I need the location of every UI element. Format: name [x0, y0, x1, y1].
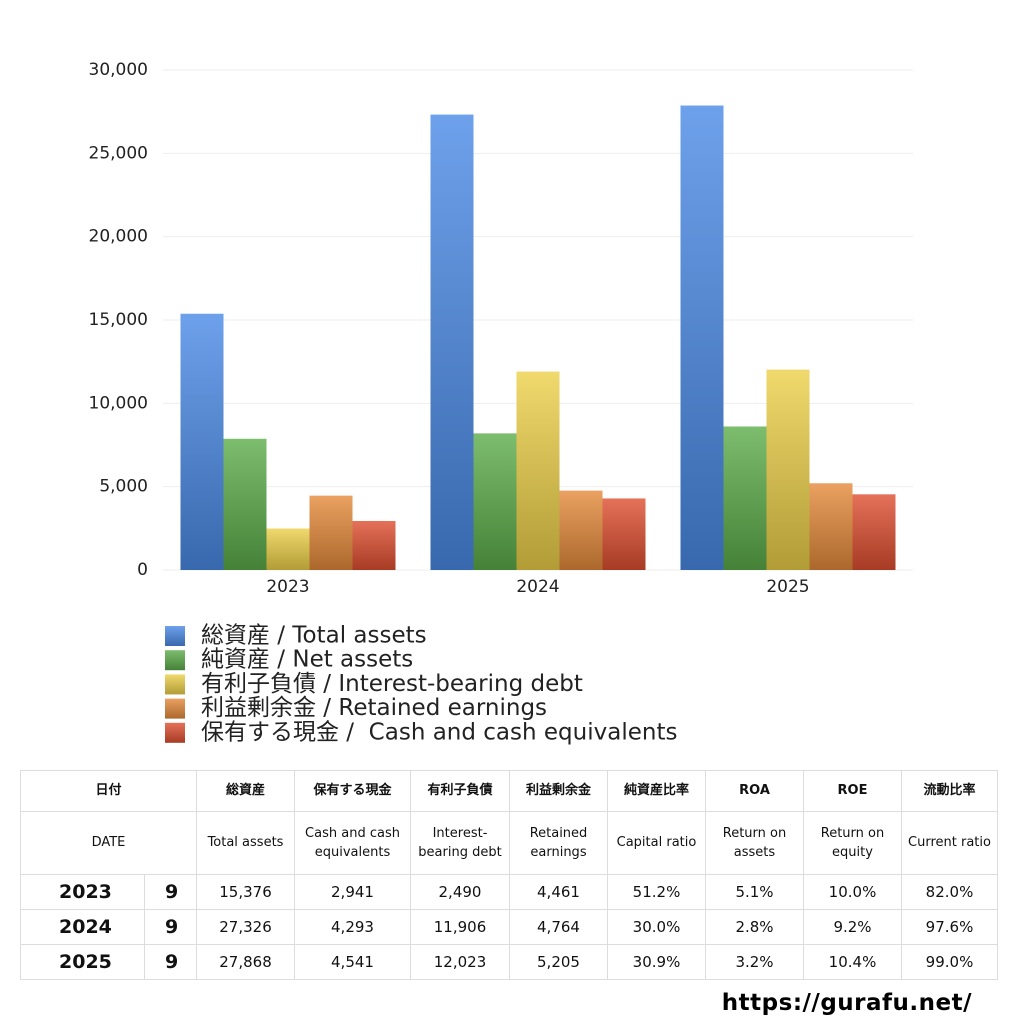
table-cell: 5,205: [510, 945, 608, 980]
header-en: Return on equity: [804, 812, 902, 875]
table-cell: 4,541: [295, 945, 411, 980]
legend-label: 純資産 / Net assets: [201, 647, 413, 673]
header-ja: 純資産比率: [608, 770, 706, 812]
header-ja: 利益剰余金: [510, 770, 608, 812]
row-label: 9: [145, 875, 197, 910]
bar: [352, 520, 396, 570]
bar: [266, 528, 310, 570]
header-ja: 保有する現金: [295, 770, 411, 812]
table-cell: 2,941: [295, 875, 411, 910]
legend-label: 利益剰余金 / Retained earnings: [201, 695, 547, 721]
header-en: Return on assets: [706, 812, 804, 875]
table-cell: 2,490: [411, 875, 510, 910]
bar: [223, 438, 267, 570]
header-en: Total assets: [197, 812, 295, 875]
y-tick-label: 30,000: [89, 60, 148, 80]
x-tick-label: 2023: [266, 577, 309, 597]
bar: [852, 494, 896, 570]
table-cell: 9.2%: [804, 910, 902, 945]
header-en: Retained earnings: [510, 812, 608, 875]
legend-swatch: [165, 698, 185, 719]
bar: [180, 313, 224, 570]
table-cell: 5.1%: [706, 875, 804, 910]
table-cell: 4,764: [510, 910, 608, 945]
table-cell: 51.2%: [608, 875, 706, 910]
y-tick-label: 0: [137, 560, 148, 580]
bar: [309, 495, 353, 570]
header-en: Current ratio: [902, 812, 998, 875]
header-ja: 流動比率: [902, 770, 998, 812]
bar: [602, 498, 646, 570]
header-ja: ROA: [706, 770, 804, 812]
x-tick-label: 2025: [766, 577, 809, 597]
y-tick-label: 10,000: [89, 393, 148, 413]
bar: [516, 371, 560, 570]
row-label: 9: [145, 910, 197, 945]
header-ja: 総資産: [197, 770, 295, 812]
legend-label: 総資産 / Total assets: [201, 623, 427, 649]
table-cell: 27,326: [197, 910, 295, 945]
bar: [680, 105, 724, 571]
y-tick-label: 25,000: [89, 143, 148, 163]
table-cell: 4,461: [510, 875, 608, 910]
bar: [559, 490, 603, 570]
row-label: 9: [145, 945, 197, 980]
header-en: DATE: [20, 812, 197, 875]
chart: 0 5,000 10,000 15,000 20,000 25,000 30,000 2023…: [89, 60, 913, 745]
header-ja: ROE: [804, 770, 902, 812]
legend-swatch: [165, 650, 185, 671]
bar: [473, 433, 517, 570]
table-cell: 3.2%: [706, 945, 804, 980]
site-url: https://gurafu.net/: [721, 990, 972, 1016]
bar: [723, 426, 767, 570]
table-cell: 99.0%: [902, 945, 998, 980]
header-ja: 有利子負債: [411, 770, 510, 812]
row-label: 2023: [20, 875, 145, 910]
table-cell: 12,023: [411, 945, 510, 980]
table-cell: 15,376: [197, 875, 295, 910]
bar: [430, 114, 474, 571]
legend-swatch: [165, 722, 185, 743]
y-tick-label: 5,000: [99, 477, 148, 497]
table-cell: 97.6%: [902, 910, 998, 945]
table-cell: 2.8%: [706, 910, 804, 945]
table-cell: 4,293: [295, 910, 411, 945]
row-label: 2024: [20, 910, 145, 945]
table-cell: 10.0%: [804, 875, 902, 910]
table-cell: 27,868: [197, 945, 295, 980]
y-tick-label: 20,000: [89, 227, 148, 247]
table-cell: 82.0%: [902, 875, 998, 910]
table-cell: 10.4%: [804, 945, 902, 980]
legend-swatch: [165, 626, 185, 646]
row-label: 2025: [20, 945, 145, 980]
table-cell: 30.9%: [608, 945, 706, 980]
header-en: Cash and cash equivalents: [295, 812, 411, 875]
bar: [809, 483, 853, 570]
table-cell: 30.0%: [608, 910, 706, 945]
header-en: Capital ratio: [608, 812, 706, 875]
legend-label: 保有する現金 / Cash and cash equivalents: [201, 719, 677, 745]
header-ja: 日付: [20, 770, 197, 812]
bar: [766, 369, 810, 570]
header-en: Interest-bearing debt: [411, 812, 510, 875]
legend-swatch: [165, 674, 185, 695]
y-tick-label: 15,000: [89, 310, 148, 330]
legend-label: 有利子負債 / Interest-bearing debt: [201, 671, 583, 697]
x-tick-label: 2024: [516, 577, 559, 597]
table-cell: 11,906: [411, 910, 510, 945]
